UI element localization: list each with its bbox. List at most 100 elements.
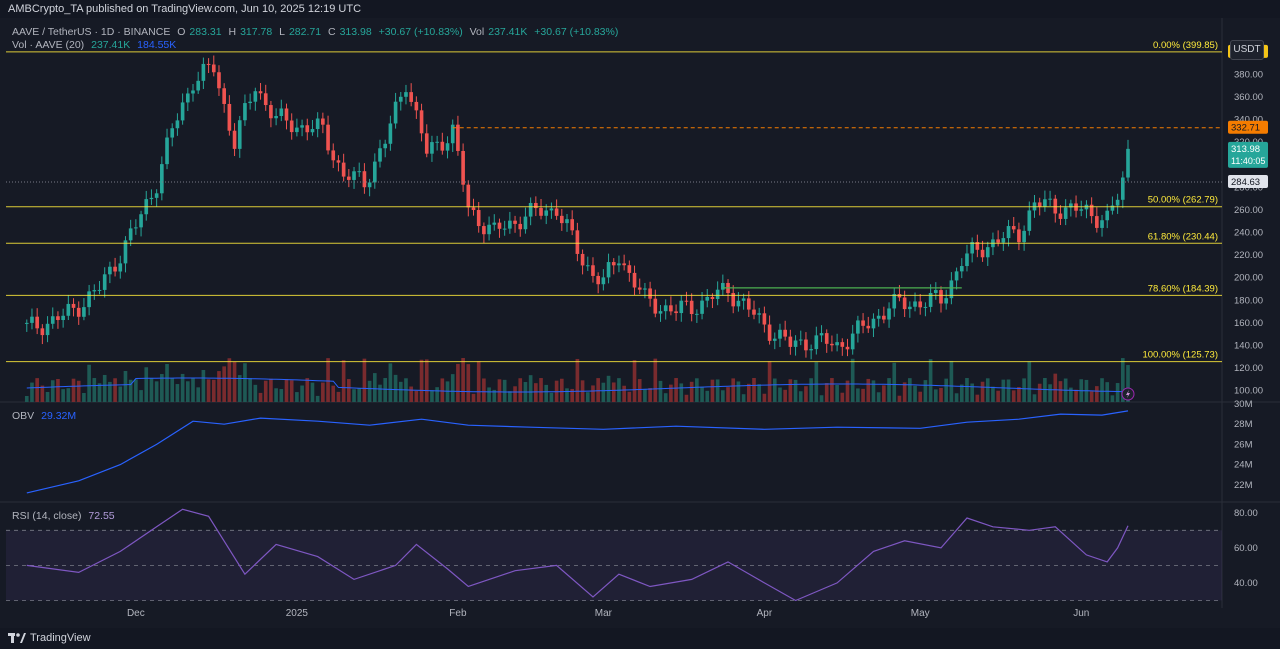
candle-body xyxy=(300,125,304,128)
volume-bar xyxy=(71,378,76,402)
candle-body xyxy=(134,227,138,229)
candle-body xyxy=(435,141,439,143)
volume-bar xyxy=(689,381,694,402)
price-tick-label: 160.00 xyxy=(1234,318,1263,329)
candle-body xyxy=(767,324,772,341)
candle-body xyxy=(321,118,325,125)
candle-body xyxy=(570,219,575,231)
candle-body xyxy=(762,313,767,325)
volume-bar xyxy=(975,394,980,402)
resistance-price-tag-bg xyxy=(1228,120,1268,134)
date-tick-label: Dec xyxy=(127,608,145,619)
candle-body xyxy=(580,253,585,266)
candle-body xyxy=(752,309,756,315)
volume-bar xyxy=(752,378,756,402)
candle-body xyxy=(388,123,393,144)
volume-bar xyxy=(830,378,834,402)
candle-body xyxy=(40,328,45,336)
candle-body xyxy=(824,333,829,344)
volume-bar xyxy=(674,378,678,402)
volume-bar xyxy=(772,378,777,402)
candle-body xyxy=(1017,229,1021,243)
obv-tick-label: 30M xyxy=(1234,399,1253,410)
volume-bar xyxy=(778,387,782,402)
volume-bar xyxy=(206,379,211,402)
volume-bar xyxy=(928,359,933,402)
volume-bar xyxy=(534,383,538,402)
volume-bar xyxy=(788,379,793,402)
price-tick-label: 140.00 xyxy=(1234,340,1263,351)
rsi-label[interactable]: RSI (14, close) xyxy=(12,510,82,522)
candle-body xyxy=(487,224,491,235)
candle-body xyxy=(601,277,606,285)
candle-body xyxy=(128,228,133,241)
candle-body xyxy=(606,262,611,278)
price-tick-label: 100.00 xyxy=(1234,386,1263,397)
volume-bar xyxy=(461,358,465,402)
volume-bar xyxy=(824,383,829,402)
volume-bar xyxy=(1022,378,1026,402)
volume-bar xyxy=(876,392,881,402)
volume-bar xyxy=(243,363,247,402)
candle-body xyxy=(1079,209,1084,211)
candle-body xyxy=(617,263,621,266)
volume-bar xyxy=(378,384,382,402)
volume-bar xyxy=(336,391,341,402)
candle-body xyxy=(409,92,413,102)
candle-body xyxy=(778,329,782,339)
tradingview-brand[interactable]: TradingView xyxy=(8,632,91,644)
volume-bar xyxy=(1006,379,1011,402)
candle-body xyxy=(284,108,289,121)
date-tick-label: Feb xyxy=(449,608,467,619)
volume-bar xyxy=(310,382,315,402)
close-value: 313.98 xyxy=(339,26,372,38)
chart-area[interactable]: 100.00 120.00 140.00 160.00 180.00 200.00 220.… xyxy=(0,18,1280,628)
candle-body xyxy=(383,143,388,149)
candle-body xyxy=(622,263,626,266)
volume-bar xyxy=(757,384,762,402)
volume-bar xyxy=(430,390,434,402)
candle-body xyxy=(196,80,201,91)
prev-close-price-tag-bg xyxy=(1228,175,1268,189)
obv-label[interactable]: OBV xyxy=(12,410,35,422)
price-tick-label: 220.00 xyxy=(1234,250,1263,261)
candle-body xyxy=(508,220,512,229)
candle-body xyxy=(700,300,704,314)
candle-body xyxy=(497,222,502,229)
volume-bar xyxy=(866,378,871,402)
vol-ma-label[interactable]: Vol · AAVE (20) xyxy=(12,39,85,51)
candle-body xyxy=(1095,216,1099,228)
candle-body xyxy=(534,202,538,209)
volume-bar xyxy=(949,360,954,402)
volume-bar xyxy=(508,391,512,402)
volume-bar xyxy=(705,390,710,402)
volume-bar xyxy=(269,378,273,402)
candle-body xyxy=(237,120,242,149)
volume-bar xyxy=(871,380,876,402)
candle-body xyxy=(331,150,336,161)
volume-bar xyxy=(56,379,60,402)
candle-body xyxy=(50,316,55,324)
obv-tick-label: 24M xyxy=(1234,460,1253,471)
symbol-label[interactable]: AAVE / TetherUS · 1D · BINANCE xyxy=(12,26,171,38)
obv-value: 29.32M xyxy=(41,410,77,422)
currency-button[interactable]: USDT xyxy=(1230,40,1264,60)
price-tick-label: 340.00 xyxy=(1234,114,1263,125)
candle-body xyxy=(793,340,798,347)
volume-bar xyxy=(892,362,897,402)
price-chart[interactable]: 100.00 120.00 140.00 160.00 180.00 200.00 220.… xyxy=(0,18,1280,628)
volume-bar xyxy=(1053,373,1058,402)
volume-bar xyxy=(97,383,102,402)
candle-body xyxy=(695,313,699,315)
candle-body xyxy=(461,150,465,185)
candle-body xyxy=(949,280,954,299)
candle-body xyxy=(648,288,652,299)
candle-body xyxy=(736,300,741,307)
volume-bar xyxy=(383,378,388,402)
open-value: 283.31 xyxy=(189,26,222,38)
volume-bar xyxy=(237,375,242,402)
volume-bar xyxy=(456,363,460,402)
candle-body xyxy=(310,129,315,133)
candle-body xyxy=(814,335,819,350)
candle-body xyxy=(243,103,247,121)
